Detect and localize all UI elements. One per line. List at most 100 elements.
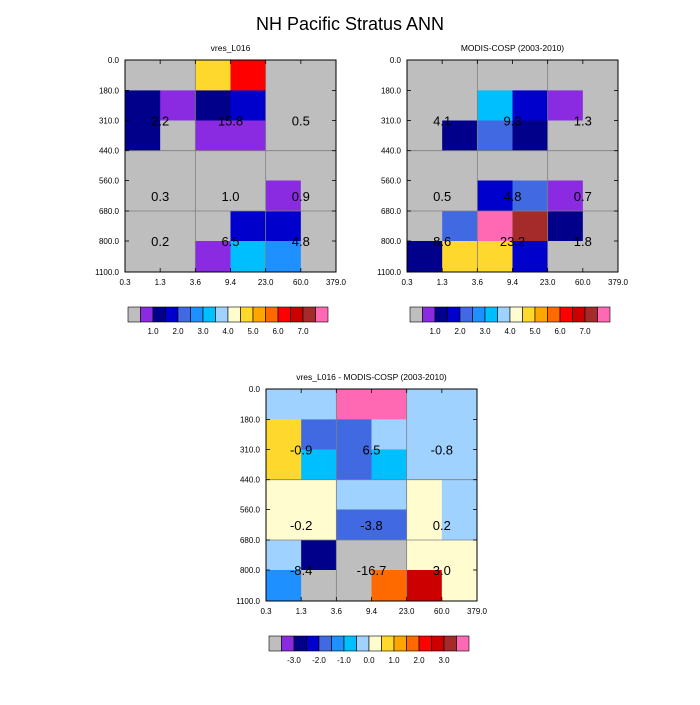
heatmap-cell <box>582 90 619 121</box>
heatmap-cell <box>407 241 443 273</box>
y-tick-label: 310.0 <box>240 446 261 455</box>
heatmap-cell <box>441 509 478 541</box>
heatmap-cell <box>300 150 337 181</box>
colorbar-swatch <box>434 306 448 323</box>
heatmap-cell <box>477 150 513 181</box>
y-tick-label: 440.0 <box>99 147 120 156</box>
colorbar-swatch <box>318 635 332 652</box>
heatmap-cell <box>477 211 513 242</box>
colorbar-label: 0.0 <box>363 656 375 665</box>
heatmap-cell <box>336 540 372 571</box>
heatmap-cell <box>301 419 337 450</box>
heatmap-cell <box>547 90 584 121</box>
x-tick-label: 60.0 <box>434 607 450 616</box>
value-label: 0.5 <box>292 114 310 129</box>
colorbar-swatch <box>356 635 370 652</box>
heatmap-cell <box>477 60 513 91</box>
value-label: 6.5 <box>362 443 380 458</box>
value-label: 1.8 <box>574 234 592 249</box>
heatmap-cell <box>125 60 161 91</box>
heatmap-cell <box>477 120 513 152</box>
heatmap-cell <box>582 180 619 212</box>
heatmap-cell <box>336 449 372 481</box>
heatmap-cell <box>582 60 619 91</box>
x-tick-label: 9.4 <box>507 278 519 287</box>
heatmap-cell <box>441 389 478 420</box>
colorbar-label: 7.0 <box>297 327 309 336</box>
colorbar-swatch <box>306 635 320 652</box>
heatmap-cell <box>160 120 196 152</box>
heatmap-cell <box>441 570 478 602</box>
value-label: 6.5 <box>221 234 239 249</box>
colorbar-swatch <box>472 306 486 323</box>
heatmap-cell <box>160 241 196 273</box>
colorbar-swatch <box>443 635 457 652</box>
heatmap-cell <box>300 90 337 121</box>
colorbar-label: 1.0 <box>429 327 441 336</box>
heatmap-cell <box>442 180 478 212</box>
value-label: 4.1 <box>433 114 451 129</box>
colorbar-swatch <box>268 635 282 652</box>
colorbar-label: 5.0 <box>247 327 259 336</box>
heatmap-cell <box>407 120 443 152</box>
heatmap-cell <box>265 211 302 242</box>
panel-title: vres_L016 <box>211 43 251 53</box>
x-tick-label: 1.3 <box>296 607 308 616</box>
colorbar-label: 7.0 <box>579 327 591 336</box>
x-tick-label: 0.3 <box>401 278 413 287</box>
heatmap-cell <box>442 60 478 91</box>
colorbar-label: 4.0 <box>222 327 234 336</box>
heatmap-cell <box>406 540 443 571</box>
figure-title: NH Pacific Stratus ANN <box>256 14 444 34</box>
value-label: 9.3 <box>503 114 521 129</box>
heatmap-cell <box>160 60 196 91</box>
value-label: 15.8 <box>218 114 243 129</box>
heatmap-cell <box>512 120 549 152</box>
colorbar-label: 2.0 <box>454 327 466 336</box>
colorbar-swatch <box>509 306 523 323</box>
heatmap-cell <box>582 211 619 242</box>
heatmap-cell <box>371 449 408 481</box>
heatmap-cell <box>407 211 443 242</box>
panel-title: MODIS-COSP (2003-2010) <box>461 43 564 53</box>
value-label: 1.3 <box>574 114 592 129</box>
x-tick-label: 9.4 <box>225 278 237 287</box>
x-tick-label: 1.3 <box>437 278 449 287</box>
heatmap-cell <box>371 509 408 541</box>
heatmap-cell <box>125 180 161 212</box>
y-tick-label: 310.0 <box>99 117 120 126</box>
value-label: -16.7 <box>357 563 387 578</box>
heatmap-cell <box>477 180 513 212</box>
colorbar-label: 5.0 <box>529 327 541 336</box>
y-tick-label: 440.0 <box>240 476 261 485</box>
colorbar-swatch <box>459 306 473 323</box>
y-tick-label: 800.0 <box>99 237 120 246</box>
heatmap-cell <box>230 60 267 91</box>
value-label: 0.2 <box>433 518 451 533</box>
heatmap-cell <box>477 90 513 121</box>
colorbar-swatch <box>534 306 548 323</box>
colorbar-swatch <box>140 306 154 323</box>
colorbar-swatch <box>381 635 395 652</box>
heatmap-cell <box>441 540 478 571</box>
colorbar-label: 1.0 <box>388 656 400 665</box>
value-label: 0.7 <box>574 189 592 204</box>
y-tick-label: 180.0 <box>381 86 402 95</box>
x-tick-label: 0.3 <box>260 607 272 616</box>
colorbar-label: 6.0 <box>272 327 284 336</box>
heatmap-cell <box>336 570 372 602</box>
heatmap-cell <box>407 90 443 121</box>
colorbar-swatch <box>497 306 511 323</box>
colorbar-swatch <box>252 306 266 323</box>
heatmap-cell <box>300 120 337 152</box>
y-tick-label: 800.0 <box>240 566 261 575</box>
colorbar-swatch <box>290 306 304 323</box>
colorbar-swatch <box>456 635 470 652</box>
x-tick-label: 3.6 <box>331 607 343 616</box>
value-label: -0.8 <box>431 443 453 458</box>
heatmap-cell <box>406 419 443 450</box>
heatmap-cell <box>125 241 161 273</box>
value-label: 0.2 <box>151 234 169 249</box>
heatmap-cell <box>301 389 337 420</box>
heatmap-cell <box>266 509 302 541</box>
